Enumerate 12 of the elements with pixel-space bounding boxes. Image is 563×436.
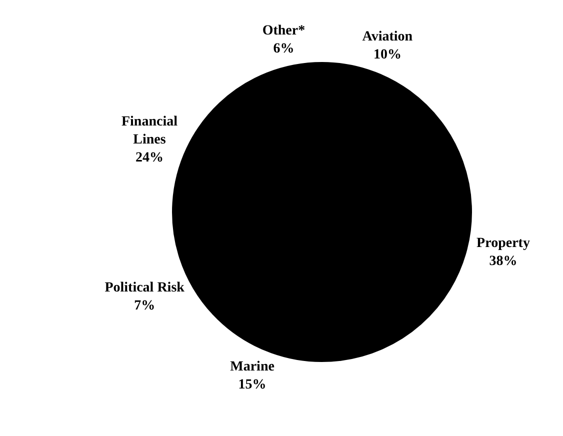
data-label: 24% <box>135 150 164 166</box>
data-label: 15% <box>238 378 266 393</box>
slice-label: Financial Lines <box>121 114 178 148</box>
slice-label: Aviation <box>362 30 413 45</box>
data-label: 10% <box>373 48 402 63</box>
data-label: 7% <box>134 298 156 314</box>
slice-label: Political Risk <box>104 280 185 296</box>
slice-label: Marine <box>230 360 274 375</box>
data-label: 6% <box>273 42 294 57</box>
slice-label: Property <box>476 236 530 251</box>
data-label: 38% <box>489 254 518 269</box>
slice-label: Other* <box>262 24 306 39</box>
